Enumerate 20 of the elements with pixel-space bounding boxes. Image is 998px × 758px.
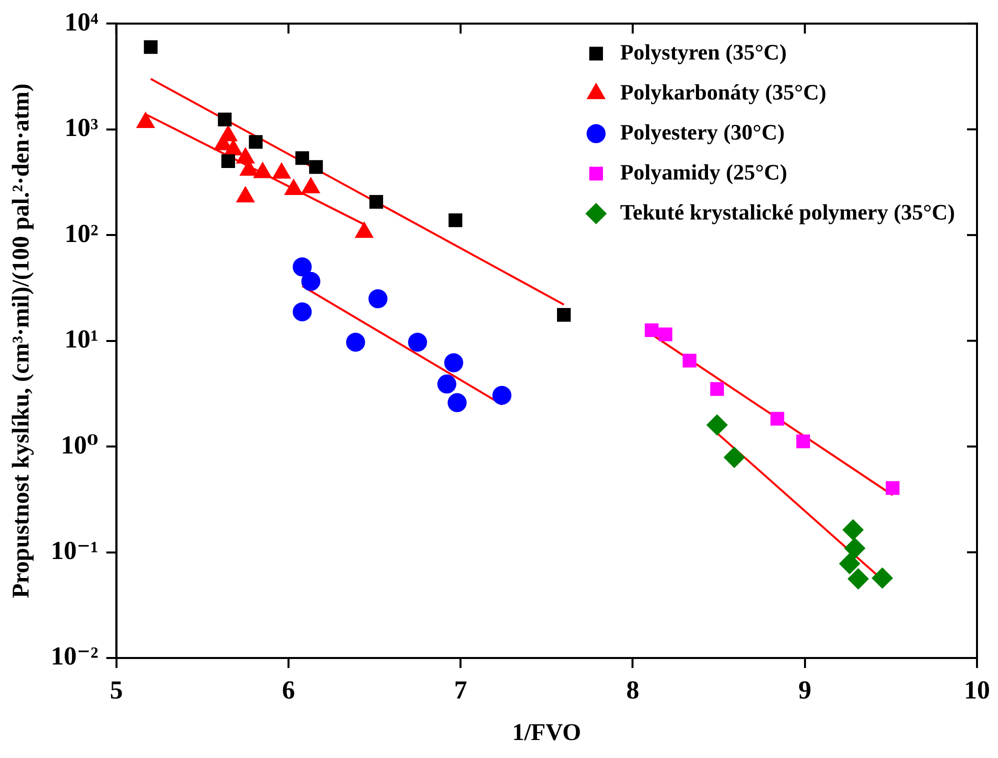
y-tick-label: 10³ — [64, 113, 99, 142]
x-tick-label: 5 — [110, 675, 123, 704]
y-tick-label: 10⁻² — [50, 642, 99, 671]
x-tick-label: 7 — [454, 675, 468, 704]
legend-label: Polystyren (35°C) — [620, 39, 787, 64]
x-tick-label: 6 — [282, 675, 295, 704]
x-tick-label: 9 — [798, 675, 812, 704]
legend-label: Polyamidy (25°C) — [620, 159, 788, 184]
y-tick-label: 10⁰ — [60, 430, 98, 460]
y-tick-label: 10⁴ — [64, 7, 99, 36]
legend-label: Polykarbonáty (35°C) — [620, 79, 826, 104]
legend-label: Tekuté krystalické polymery (35°C) — [620, 199, 956, 224]
legend-label: Polyestery (30°C) — [620, 119, 785, 144]
x-tick-label: 10 — [964, 675, 990, 704]
y-tick-label: 10² — [64, 218, 99, 248]
y-tick-label: 10⁻¹ — [50, 536, 98, 565]
x-axis-title: 1/FVO — [512, 720, 582, 746]
y-tick-label: 10¹ — [64, 324, 98, 354]
x-tick-label: 8 — [626, 675, 640, 704]
y-axis-title: Propustnost kyslíku, (cm³·mil)/(100 pal.²·den·atm) — [8, 83, 35, 598]
